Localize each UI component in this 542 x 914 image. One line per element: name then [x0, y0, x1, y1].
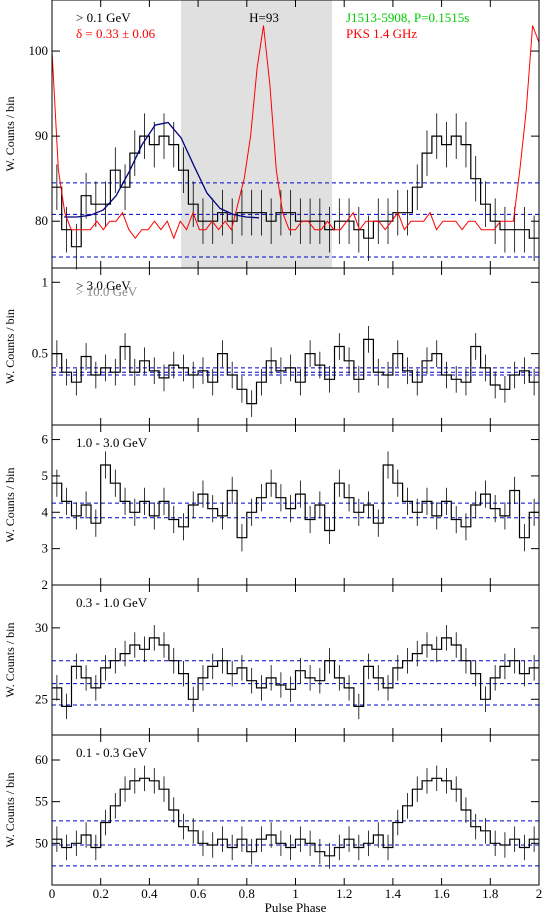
y-tick-label: 100 — [29, 43, 49, 58]
radio-profile — [51, 25, 540, 240]
y-tick-label: 25 — [35, 691, 48, 706]
phase-lag-label: δ = 0.33 ± 0.06 — [76, 26, 156, 41]
energy-range-label: > 3.0 GeV — [76, 278, 131, 293]
radio-label: PKS 1.4 GHz — [346, 26, 417, 41]
y-tick-label: 2 — [42, 577, 49, 592]
x-tick-label: 1 — [292, 886, 299, 901]
x-tick-label: 1.6 — [433, 886, 450, 901]
off-pulse-region — [181, 0, 333, 268]
energy-range-label: > 0.1 GeV — [76, 10, 131, 25]
y-tick-label: 90 — [35, 128, 48, 143]
y-axis-label: W. Counts / bin — [3, 623, 17, 698]
energy-range-label-2: > 10.0 GeV — [76, 284, 138, 299]
energy-range-label: 0.1 - 0.3 GeV — [76, 745, 148, 760]
x-tick-label: 1.8 — [482, 886, 498, 901]
x-tick-label: 0.2 — [93, 886, 109, 901]
y-tick-label: 6 — [42, 432, 49, 447]
x-tick-label: 1.2 — [336, 886, 352, 901]
x-tick-label: 0.4 — [141, 886, 158, 901]
x-tick-label: 0.8 — [239, 886, 255, 901]
y-tick-label: 60 — [35, 752, 48, 767]
x-axis-label: Pulse Phase — [265, 900, 327, 914]
y-axis-label: W. Counts / bin — [3, 468, 17, 543]
y-tick-label: 80 — [35, 213, 48, 228]
y-tick-label: 1 — [42, 274, 49, 289]
y-tick-label: 3 — [42, 541, 49, 556]
panel-3: 2 3 4 5 6 W. Counts / bin 1.0 - 3.0 GeV — [3, 424, 540, 592]
pulsar-label: J1513-5908, P=0.1515s — [346, 10, 469, 25]
x-tick-label: 2 — [536, 886, 542, 901]
y-tick-label: 4 — [42, 504, 49, 519]
y-tick-label: 30 — [35, 620, 48, 635]
energy-range-label: 0.3 - 1.0 GeV — [76, 595, 148, 610]
y-tick-label: 50 — [35, 835, 48, 850]
panel-5: 50 55 60 W. Counts / bin 0.1 - 0.3 GeV — [3, 734, 540, 886]
y-axis-label: W. Counts / bin — [3, 309, 17, 384]
y-tick-label: 0.5 — [32, 346, 48, 361]
x-tick-label: 1.4 — [385, 886, 402, 901]
panel-4: 25 30 W. Counts / bin 0.3 - 1.0 GeV — [3, 584, 540, 736]
h-test-label: H=93 — [249, 10, 279, 25]
x-tick-label: 0.6 — [190, 886, 207, 901]
fit-curve — [64, 121, 260, 219]
x-tick-label: 0 — [49, 886, 56, 901]
y-axis-label: W. Counts / bin — [3, 773, 17, 848]
energy-range-label: 1.0 - 3.0 GeV — [76, 435, 148, 450]
y-tick-label: 55 — [35, 794, 48, 809]
y-axis-label: W. Counts / bin — [3, 97, 17, 172]
y-tick-label: 5 — [42, 468, 49, 483]
panel-2: 0.5 1 W. Counts / bin > 3.0 GeV> 10.0 GeV — [3, 267, 540, 426]
